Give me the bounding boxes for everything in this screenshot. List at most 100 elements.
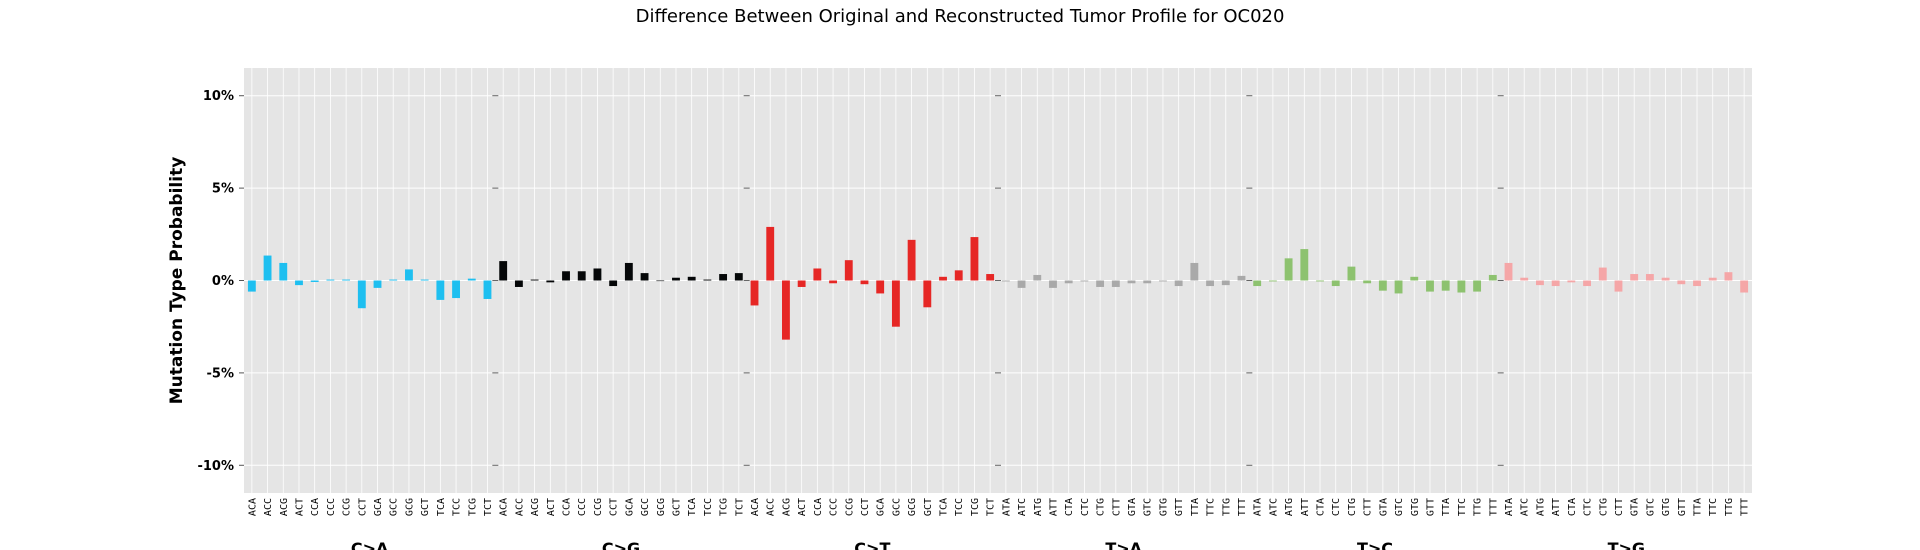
bar xyxy=(782,280,790,340)
x-tick-label: ATT xyxy=(1551,498,1562,516)
x-tick-label: GTG xyxy=(1661,498,1672,516)
y-tick-label: 0% xyxy=(212,274,234,289)
x-tick-label: CCA xyxy=(310,498,321,516)
bar xyxy=(624,262,633,281)
x-tick-label: CTA xyxy=(1567,498,1578,516)
y-tick-label: 5% xyxy=(212,182,234,197)
bar xyxy=(970,237,979,281)
x-tick-label: TTG xyxy=(1724,498,1735,516)
bar xyxy=(1677,280,1686,285)
x-tick-label: TTT xyxy=(1237,498,1248,516)
bar xyxy=(891,280,900,327)
bar xyxy=(1001,280,1010,282)
bar xyxy=(813,268,822,281)
bar xyxy=(860,280,869,285)
bar xyxy=(530,279,539,281)
bar xyxy=(687,276,696,281)
x-tick-label: ACG xyxy=(781,498,792,516)
x-tick-label: ACG xyxy=(530,498,541,516)
x-tick-label: ATC xyxy=(1017,498,1028,516)
bar xyxy=(1017,280,1026,288)
x-tick-label: CTT xyxy=(1614,498,1625,516)
group-label: C>T xyxy=(854,539,890,550)
bar xyxy=(1473,280,1482,292)
x-tick-label: CTA xyxy=(1316,498,1327,516)
x-tick-label: CCG xyxy=(342,498,353,516)
bar xyxy=(373,280,382,288)
bar xyxy=(1064,280,1073,284)
bar xyxy=(766,226,775,281)
bar xyxy=(420,279,429,281)
x-tick-label: TTT xyxy=(1488,498,1499,516)
x-tick-label: ATG xyxy=(1284,498,1295,516)
x-tick-label: GCG xyxy=(907,498,918,516)
bar xyxy=(577,271,586,281)
bar xyxy=(562,271,570,281)
bar xyxy=(1331,280,1340,287)
x-tick-label: GCC xyxy=(891,498,902,516)
bar xyxy=(1190,262,1199,281)
x-tick-label: CCG xyxy=(593,498,604,516)
x-tick-label: TCA xyxy=(687,498,698,516)
bar xyxy=(1520,277,1529,281)
x-tick-label: TTC xyxy=(1457,498,1468,516)
x-tick-label: ACA xyxy=(499,498,510,516)
x-tick-label: ATC xyxy=(1268,498,1279,516)
bar xyxy=(1598,267,1607,281)
bar xyxy=(1488,274,1497,281)
x-tick-label: GTC xyxy=(1143,498,1154,516)
bar xyxy=(923,280,932,308)
bar xyxy=(1378,280,1387,291)
bar xyxy=(656,280,665,282)
x-tick-label: CTC xyxy=(1331,498,1342,516)
x-tick-label: ACT xyxy=(546,498,557,516)
x-tick-label: GTC xyxy=(1645,498,1656,516)
x-tick-label: GTT xyxy=(1174,498,1185,516)
bar xyxy=(436,280,445,300)
bar xyxy=(310,280,319,282)
bar xyxy=(1300,249,1309,281)
bar xyxy=(1645,274,1654,281)
bar xyxy=(672,277,680,281)
bar xyxy=(546,280,555,283)
bar xyxy=(1504,262,1513,281)
x-tick-label: GCA xyxy=(373,498,384,516)
x-tick-label: CCT xyxy=(357,498,368,516)
x-tick-label: GCA xyxy=(624,498,635,516)
bar xyxy=(1143,280,1152,284)
y-axis: -10% -5% 0% 5% 10% xyxy=(197,89,244,474)
x-tick-label: GCT xyxy=(420,498,431,516)
x-tick-label: TCC xyxy=(703,498,714,516)
bar xyxy=(1237,275,1246,281)
x-tick-label: GCG xyxy=(404,498,415,516)
x-tick-label: CCC xyxy=(577,498,588,516)
bar xyxy=(750,280,759,306)
bar xyxy=(389,279,398,281)
bar xyxy=(907,239,916,281)
x-tick-label: GTG xyxy=(1158,498,1169,516)
x-tick-label: TCC xyxy=(954,498,965,516)
x-tick-label: ACA xyxy=(247,498,258,516)
x-tick-label: ATA xyxy=(1504,498,1515,516)
bar xyxy=(1080,280,1089,282)
bar xyxy=(829,280,837,284)
y-tick-label: 10% xyxy=(203,89,234,104)
x-tick-label: TCG xyxy=(467,498,478,516)
x-tick-label: GCA xyxy=(876,498,887,516)
bar xyxy=(1410,276,1419,281)
x-tick-label: ACT xyxy=(294,498,305,516)
x-tick-label: ATC xyxy=(1520,498,1531,516)
x-tick-label: ACC xyxy=(514,498,525,516)
bar xyxy=(483,280,492,299)
x-tick-label: GCT xyxy=(923,498,934,516)
bar xyxy=(357,280,366,309)
x-axis: ACA ACC ACG ACT CCA CCC CCG CCT GCA GCC GCG GCT TCA T… xyxy=(247,498,1750,550)
x-tick-label: ACC xyxy=(263,498,274,516)
x-tick-label: GTG xyxy=(1410,498,1421,516)
x-tick-label: TCA xyxy=(939,498,950,516)
bar xyxy=(1708,277,1717,281)
bar xyxy=(703,279,712,281)
group-label: T>C xyxy=(1357,539,1393,550)
bar xyxy=(1159,280,1167,282)
